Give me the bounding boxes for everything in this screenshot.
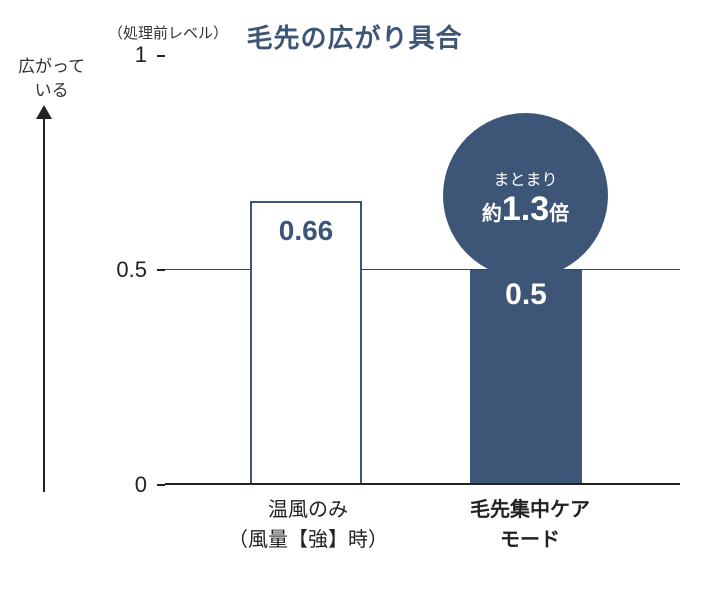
bar-2-value: 0.5 — [505, 278, 547, 312]
axis-area: 1 0.5 0 0.66 0.5 まとまり 約1.3倍 — [165, 55, 665, 485]
tick-1 — [157, 55, 165, 57]
bar-1: 0.66 — [250, 201, 362, 485]
chart-title: 毛先の広がり具合 — [246, 18, 462, 55]
tick-label-0: 0 — [135, 472, 147, 498]
tick-0 — [157, 484, 165, 486]
bar-1-value: 0.66 — [279, 215, 334, 247]
y-axis-label: 広がって いる — [18, 55, 85, 103]
badge: まとまり 約1.3倍 — [443, 113, 608, 278]
tick-label-05: 0.5 — [116, 257, 147, 283]
chart-subtitle: （処理前レベル） — [108, 22, 228, 43]
badge-small-text: まとまり — [493, 166, 557, 190]
x-label-2: 毛先集中ケア モード — [420, 495, 640, 555]
chart-container: 毛先の広がり具合 （処理前レベル） 広がって いる 1 0.5 0 0.66 0… — [0, 0, 709, 598]
gridline — [165, 269, 680, 270]
x-axis — [165, 483, 680, 485]
tick-label-1: 1 — [135, 42, 147, 68]
x-label-1: 温風のみ （風量【強】時） — [198, 495, 418, 555]
bar-2: 0.5 — [470, 270, 582, 485]
arrow-shaft — [43, 112, 45, 492]
tick-05 — [157, 269, 165, 271]
badge-large-text: 約1.3倍 — [482, 192, 569, 226]
